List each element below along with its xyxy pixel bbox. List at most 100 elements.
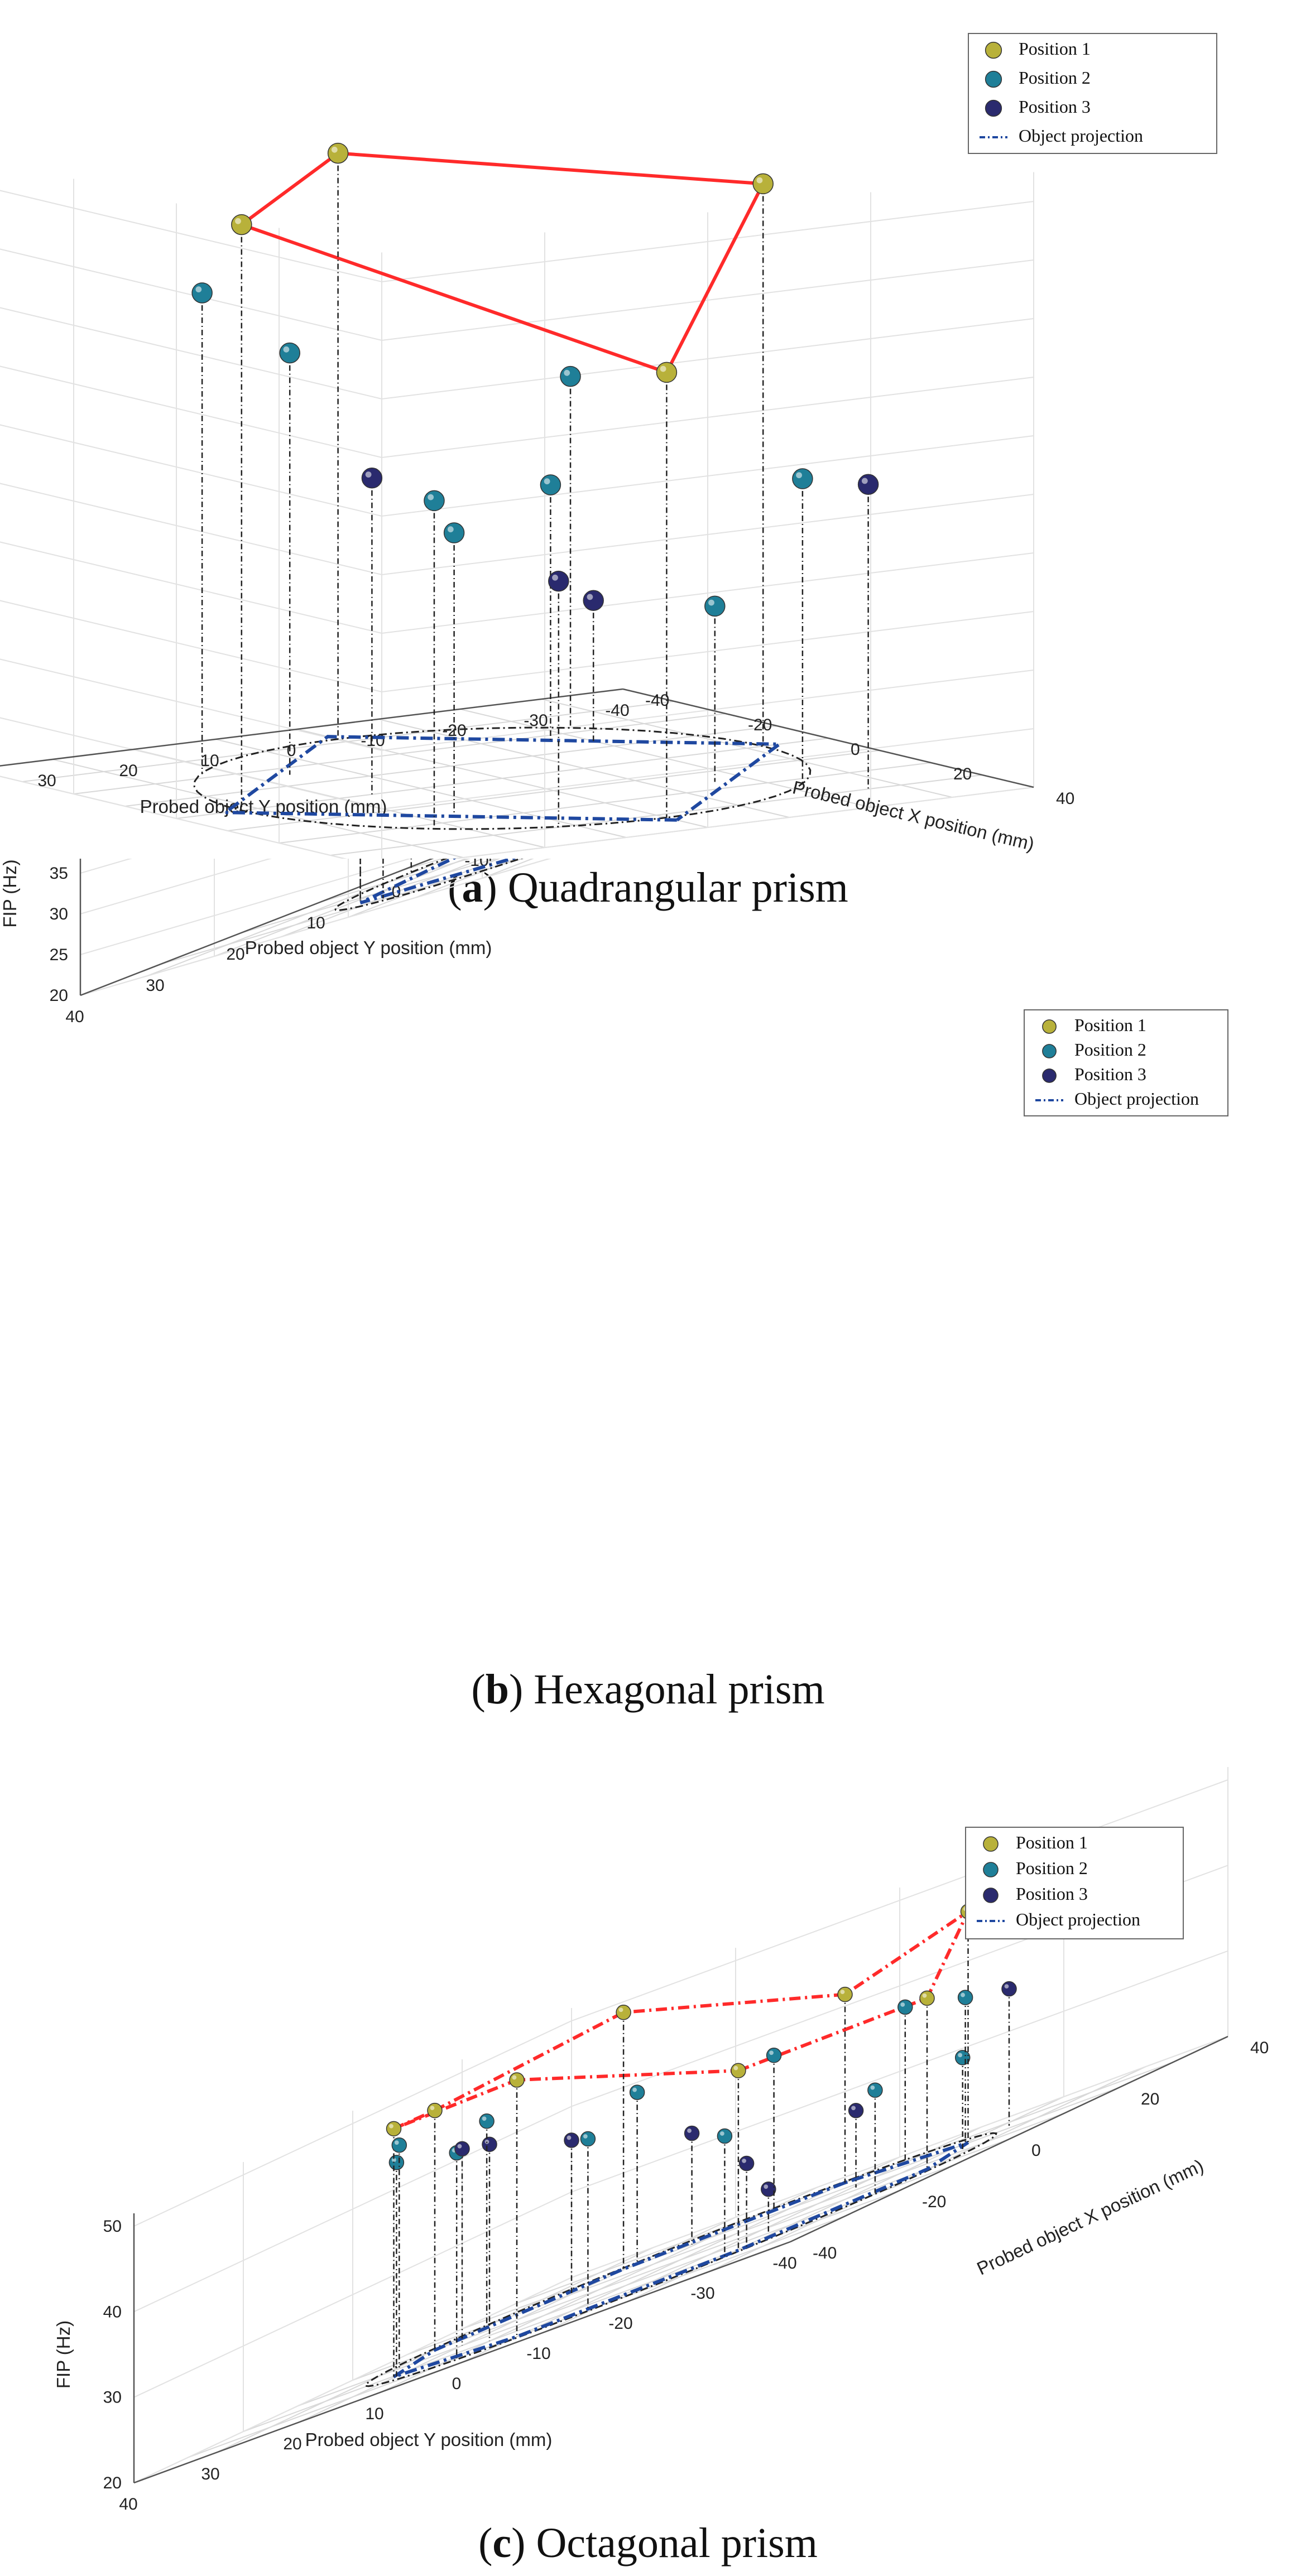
x-tick-label: -20 [748, 716, 772, 734]
legend-label: Position 3 [1019, 97, 1091, 117]
chart-b-group: 202530354045403020100-10-20-30-40-40-30-… [0, 859, 1228, 1116]
y-tick-label: -20 [608, 2314, 632, 2333]
legend-marker-1 [1042, 1019, 1057, 1034]
caption-b: (b) Hexagonal prism [471, 1666, 825, 1713]
wall-line [0, 307, 1034, 400]
grid-line [321, 859, 471, 902]
z-tick-label: 30 [103, 2389, 122, 2407]
data-point-1 [509, 2072, 525, 2088]
legend-label: Position 3 [1074, 1064, 1146, 1084]
point-highlight [961, 1992, 965, 1997]
data-point-1 [919, 1990, 935, 2006]
data-point-3 [583, 590, 604, 611]
legend: Position 1 Position 2 Position 3 Object pro… [968, 33, 1217, 154]
legend-box [1024, 1009, 1228, 1116]
point-highlight [733, 2065, 738, 2071]
x-tick-label: -40 [645, 691, 669, 710]
x-tick-label: 0 [1031, 2141, 1041, 2160]
axes [0, 688, 1034, 788]
legend-label: Position 1 [1074, 1015, 1146, 1035]
y-axis-line [133, 2241, 791, 2484]
position1-outline [393, 1906, 972, 2131]
z-tick-label: 35 [50, 864, 68, 883]
legend-label: Position 2 [1074, 1039, 1146, 1060]
data-point-1 [731, 2063, 746, 2078]
point-highlight [235, 218, 241, 224]
grid-line [281, 859, 484, 937]
y-axis-line [80, 859, 434, 996]
legend-label: Object projection [1074, 1089, 1199, 1109]
point-highlight [796, 472, 802, 479]
legend-marker-3 [983, 1888, 999, 1903]
y-axis-label: Probed object Y position (mm) [305, 2429, 553, 2450]
legend-marker-2 [1042, 1044, 1057, 1058]
grid-line [241, 859, 498, 933]
data-point-2 [391, 2137, 407, 2153]
point-highlight [195, 286, 202, 293]
x-axis-label: Probed object X position (mm) [973, 2155, 1207, 2279]
z-tick-label: 25 [50, 946, 68, 964]
point-highlight [447, 526, 454, 533]
legend: Position 1 Position 2 Position 3 Object pro… [1024, 1009, 1228, 1116]
point-highlight [583, 2134, 588, 2139]
axes [79, 859, 434, 996]
floor-grid [133, 2036, 1228, 2483]
point-highlight [365, 471, 372, 478]
data-point-2 [388, 2155, 405, 2170]
data-point-3 [848, 2103, 864, 2118]
point-highlight [331, 146, 338, 153]
data-point-1 [427, 2102, 443, 2118]
z-tick-label: 20 [50, 986, 68, 1005]
legend-marker-3 [985, 99, 1002, 117]
grid-line [482, 859, 534, 879]
data-point-2 [717, 2128, 733, 2144]
grid-line [462, 2087, 1119, 2329]
x-tick-label: 20 [1141, 2090, 1159, 2108]
y-tick-label: 10 [200, 752, 219, 770]
caption-letter: c [492, 2520, 512, 2567]
wall-line [0, 424, 1034, 517]
point-highlight [922, 1993, 927, 1998]
point-highlight [567, 2135, 572, 2140]
chart-panel-c: 20 30 40 50 40 30 20 10 0 -10 -20 -30 -40 40 20 0 -20 -40… [0, 1717, 1296, 2576]
legend-marker-1 [985, 41, 1002, 59]
data-point-2 [766, 2048, 782, 2063]
y-tick-label: -30 [690, 2284, 714, 2303]
point-highlight [632, 2087, 637, 2092]
wall-grid [0, 172, 1034, 859]
data-point-1 [616, 2005, 631, 2020]
point-highlight [687, 2129, 692, 2133]
data-point-2 [629, 2084, 645, 2100]
data-point-2 [191, 282, 213, 304]
point-highlight [544, 478, 550, 485]
point-highlight [430, 2106, 435, 2111]
y-axis-label: Probed object Y position (mm) [245, 937, 492, 958]
point-highlight [840, 1990, 845, 1995]
x-tick-label: -20 [922, 2193, 946, 2211]
wall-line [80, 859, 551, 996]
data-point-2 [792, 468, 813, 489]
chart-panel-a: 50556065707580859095100403020100-10-20-3… [0, 0, 1296, 911]
point-highlight [564, 369, 570, 376]
data-point-3 [738, 2155, 755, 2171]
y-tick-label: 10 [365, 2405, 383, 2423]
legend-label: Object projection [1016, 1909, 1140, 1929]
legend-marker-2 [983, 1862, 999, 1877]
point-highlight [587, 594, 593, 600]
y-tick-label: 20 [119, 762, 137, 780]
z-tick-label: 30 [50, 905, 68, 923]
grid-line [415, 859, 517, 898]
z-axis-label: FIP (Hz) [0, 859, 20, 927]
y-tick-label: 20 [283, 2435, 301, 2453]
data-point-2 [704, 595, 726, 617]
data-point-1 [386, 2121, 402, 2137]
grid-line [160, 859, 525, 965]
data-point-2 [897, 1999, 913, 2015]
y-tick-label: 0 [287, 741, 296, 760]
floor-grid [0, 688, 1034, 859]
legend-label: Object projection [1019, 126, 1143, 146]
legend-label: Position 2 [1019, 68, 1091, 88]
point-highlight [1004, 1984, 1009, 1989]
z-tick-label: 50 [103, 2217, 122, 2236]
legend-box [965, 1827, 1184, 1939]
